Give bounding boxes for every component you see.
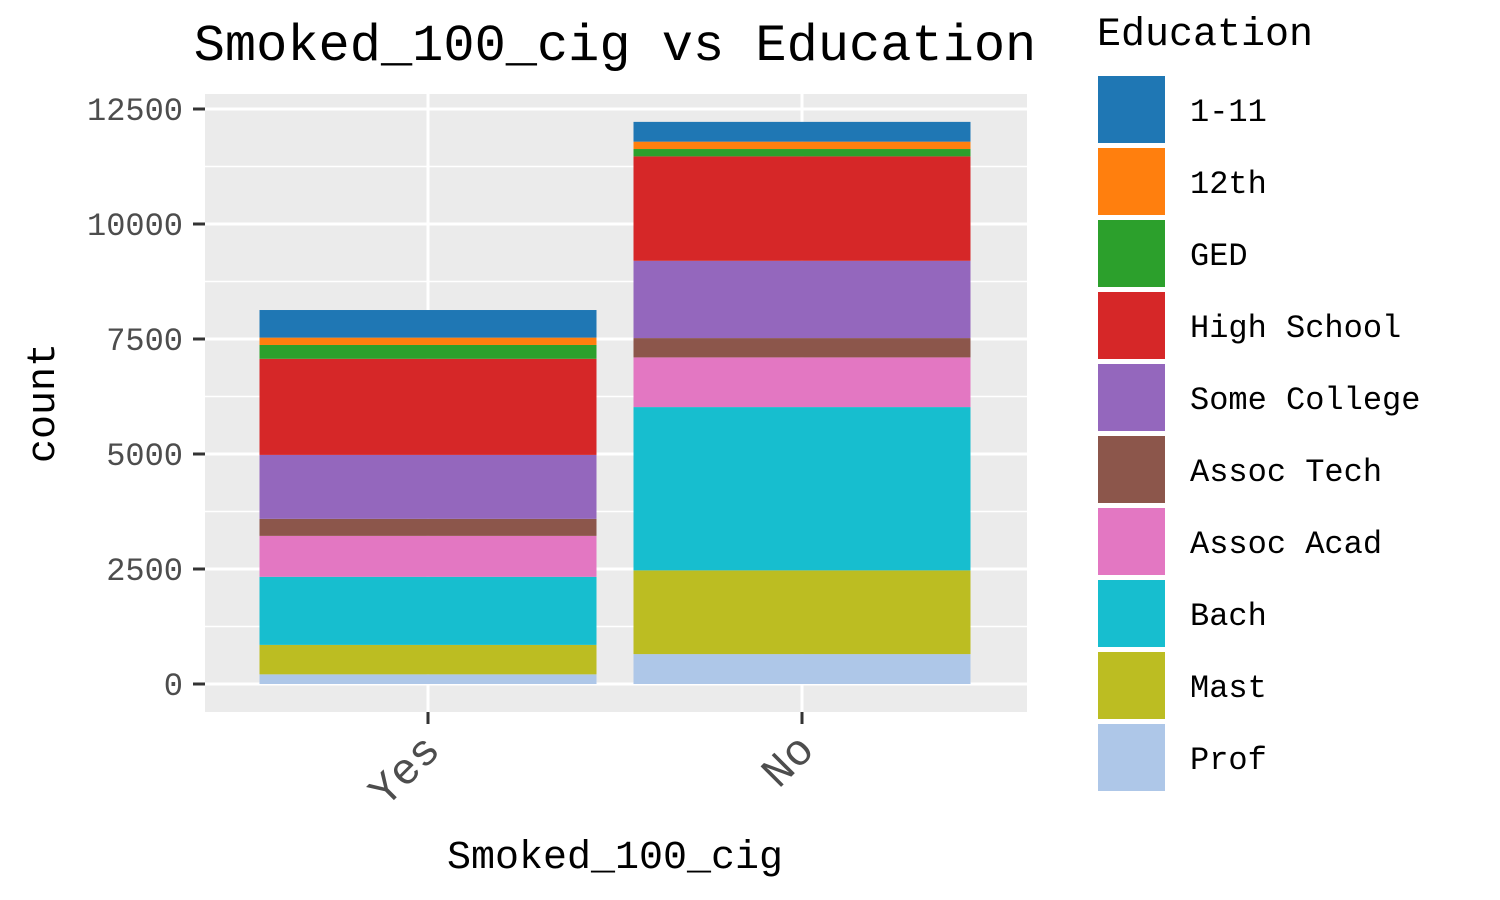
x-axis-title: Smoked_100_cig — [447, 836, 783, 881]
legend: 1-11 12th GED High School Some College Assoc … — [1096, 74, 1420, 793]
bar-segment-yes-1-11 — [259, 310, 597, 338]
bar-segment-yes-some-college — [259, 454, 597, 519]
legend-label: Prof — [1190, 742, 1267, 779]
legend-title: Education — [1097, 13, 1313, 58]
x-tick-label-no: No — [753, 727, 826, 800]
bar-segment-no-12th — [633, 141, 971, 150]
legend-key-assoc-tech — [1096, 434, 1167, 505]
bar-segment-no-assoc-acad — [633, 357, 971, 408]
y-tick-label: 12500 — [87, 93, 183, 130]
y-tick-label: 0 — [164, 668, 183, 705]
bars — [259, 121, 971, 684]
legend-key-high-school — [1096, 290, 1167, 361]
x-axis: Yes No — [361, 712, 826, 818]
legend-key-assoc-acad — [1096, 506, 1167, 577]
legend-label: Mast — [1190, 670, 1267, 707]
legend-label: Bach — [1190, 598, 1267, 635]
chart-title: Smoked_100_cig vs Education — [194, 17, 1037, 76]
legend-key-12th — [1096, 146, 1167, 217]
bar-segment-yes-high-school — [259, 358, 597, 455]
bar-segment-yes-prof — [259, 674, 597, 684]
y-tick-label: 10000 — [87, 208, 183, 245]
y-axis-title: count — [22, 343, 67, 463]
legend-key-ged — [1096, 218, 1167, 289]
x-tick-label-yes: Yes — [361, 727, 452, 818]
legend-label: GED — [1190, 238, 1248, 275]
y-tick-label: 2500 — [106, 553, 183, 590]
legend-label: High School — [1190, 310, 1401, 347]
legend-label: 1-11 — [1190, 94, 1267, 131]
bar-segment-no-some-college — [633, 260, 971, 339]
bar-segment-yes-12th — [259, 337, 597, 345]
bar-segment-yes-bach — [259, 576, 597, 645]
bar-segment-yes-mast — [259, 644, 597, 675]
legend-label: 12th — [1190, 166, 1267, 203]
bar-segment-yes-ged — [259, 344, 597, 359]
bar-segment-no-bach — [633, 407, 971, 571]
bar-segment-no-assoc-tech — [633, 338, 971, 358]
legend-key-1-11 — [1096, 74, 1167, 145]
legend-label: Assoc Acad — [1190, 526, 1382, 563]
legend-label: Assoc Tech — [1190, 454, 1382, 491]
legend-label: Some College — [1190, 382, 1420, 419]
y-axis: 0 2500 5000 7500 10000 12500 — [87, 93, 205, 705]
bar-segment-yes-assoc-acad — [259, 535, 597, 577]
bar-segment-no-ged — [633, 149, 971, 157]
bar-segment-no-mast — [633, 570, 971, 655]
bar-segment-no-prof — [633, 654, 971, 684]
legend-key-mast — [1096, 650, 1167, 721]
bar-segment-no-high-school — [633, 156, 971, 261]
bar-segment-no-1-11 — [633, 121, 971, 142]
bar-segment-yes-assoc-tech — [259, 518, 597, 536]
y-tick-label: 7500 — [106, 323, 183, 360]
y-tick-label: 5000 — [106, 438, 183, 475]
legend-key-prof — [1096, 722, 1167, 793]
legend-key-some-college — [1096, 362, 1167, 433]
legend-key-bach — [1096, 578, 1167, 649]
